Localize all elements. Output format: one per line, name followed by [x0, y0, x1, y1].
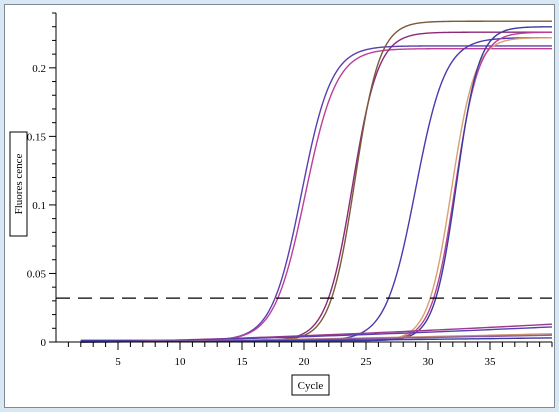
y-ticks: 0 0.05 0.1 0.15 0.2 — [27, 12, 56, 349]
x-tick-label: 15 — [237, 356, 249, 368]
amplification-curve — [80, 20, 552, 342]
amplification-curve — [80, 31, 552, 342]
x-axis-title: Cycle — [298, 380, 324, 392]
y-tick-label: 0 — [41, 337, 47, 349]
curves-layer — [80, 20, 553, 343]
y-axis-title: Fluores cence — [13, 153, 25, 214]
x-axis-title-box — [291, 374, 330, 396]
x-axis-title-group: Cycle — [291, 374, 330, 396]
amplification-curve — [80, 37, 552, 342]
x-tick-label: 10 — [175, 356, 187, 368]
y-axis-title-box — [9, 131, 28, 237]
x-tick-label: 5 — [115, 356, 121, 368]
x-tick-label: 20 — [299, 356, 311, 368]
y-tick-label: 0.05 — [27, 268, 47, 280]
y-tick-label: 0.2 — [32, 63, 46, 75]
amplification-curve — [80, 37, 552, 342]
x-tick-label: 30 — [423, 356, 435, 368]
chart-frame: 5 10 15 20 25 30 35 0 0.05 0.1 0.15 0.2 Fluores ce… — [4, 4, 555, 408]
y-tick-label: 0.15 — [27, 131, 47, 143]
amplification-curve — [80, 45, 552, 342]
x-ticks: 5 10 15 20 25 30 35 — [67, 342, 553, 368]
amplification-curve — [80, 31, 552, 342]
amplification-curve — [80, 26, 553, 342]
amplification-plot: 5 10 15 20 25 30 35 0 0.05 0.1 0.15 0.2 Fluores ce… — [9, 12, 553, 396]
y-tick-label: 0.1 — [32, 200, 46, 212]
y-axis-title-group: Fluores cence — [9, 131, 28, 237]
x-tick-label: 25 — [361, 356, 373, 368]
amplification-curve — [80, 47, 552, 342]
x-tick-label: 35 — [485, 356, 497, 368]
